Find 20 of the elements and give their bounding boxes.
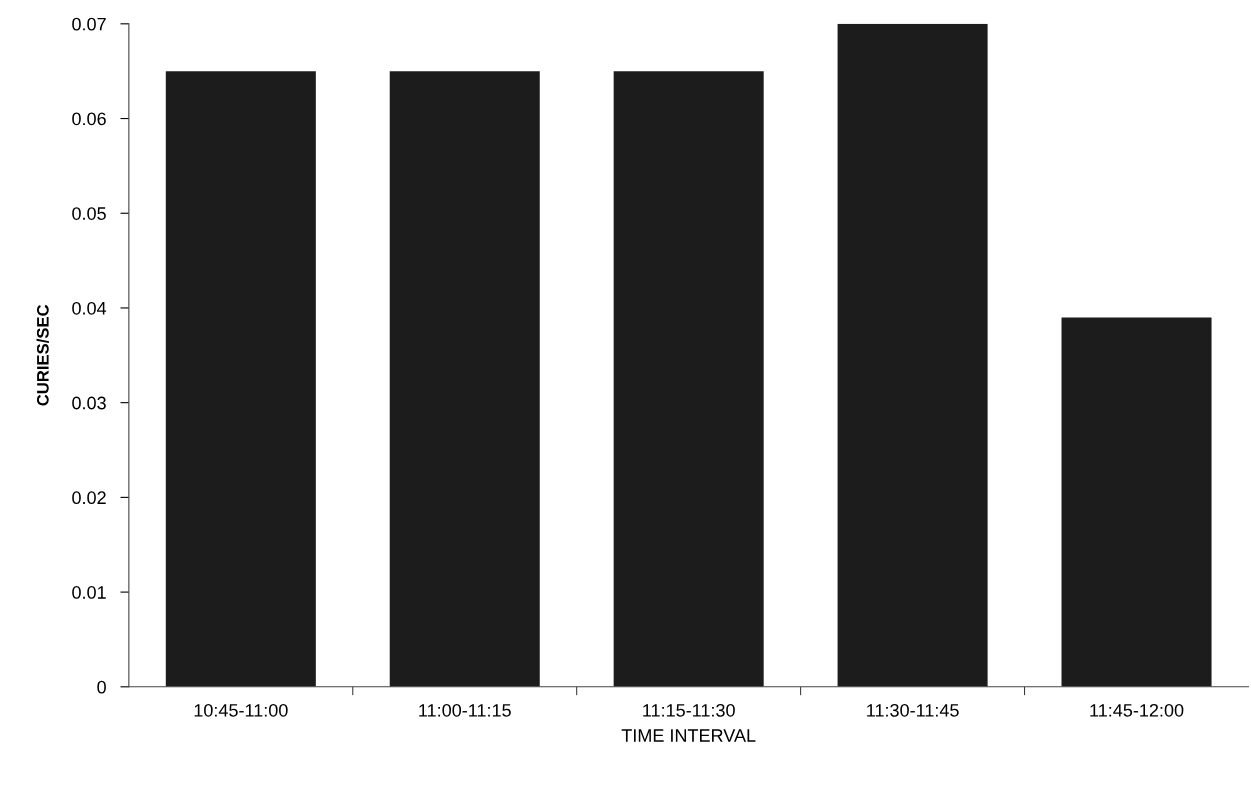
bar [389, 71, 540, 687]
y-tick-label: 0.01 [72, 586, 106, 599]
y-axis-title: CURIES/SEC [36, 304, 49, 406]
y-tick-label: 0.07 [72, 17, 106, 31]
y-tick-label: 0.05 [72, 207, 106, 220]
x-axis-title: TIME INTERVAL [621, 729, 756, 742]
y-tick-label: 0.04 [72, 301, 107, 315]
y-tick-label: 0 [97, 680, 106, 694]
bar [613, 71, 764, 687]
y-tick-label: 0.02 [72, 491, 106, 505]
x-tick-label: 11:45-12:00 [1090, 703, 1184, 717]
y-tick-label: 0.03 [72, 396, 106, 410]
x-tick-label: 11:00-11:15 [419, 703, 511, 717]
x-tick-label: 10:45-11:00 [194, 703, 288, 717]
y-tick-label: 0.06 [72, 112, 106, 126]
x-tick-label: 11:15-11:30 [643, 703, 735, 717]
x-tick-label: 11:30-11:45 [867, 703, 959, 717]
bar [165, 71, 316, 687]
bar [837, 23, 988, 687]
bar [1061, 317, 1212, 687]
